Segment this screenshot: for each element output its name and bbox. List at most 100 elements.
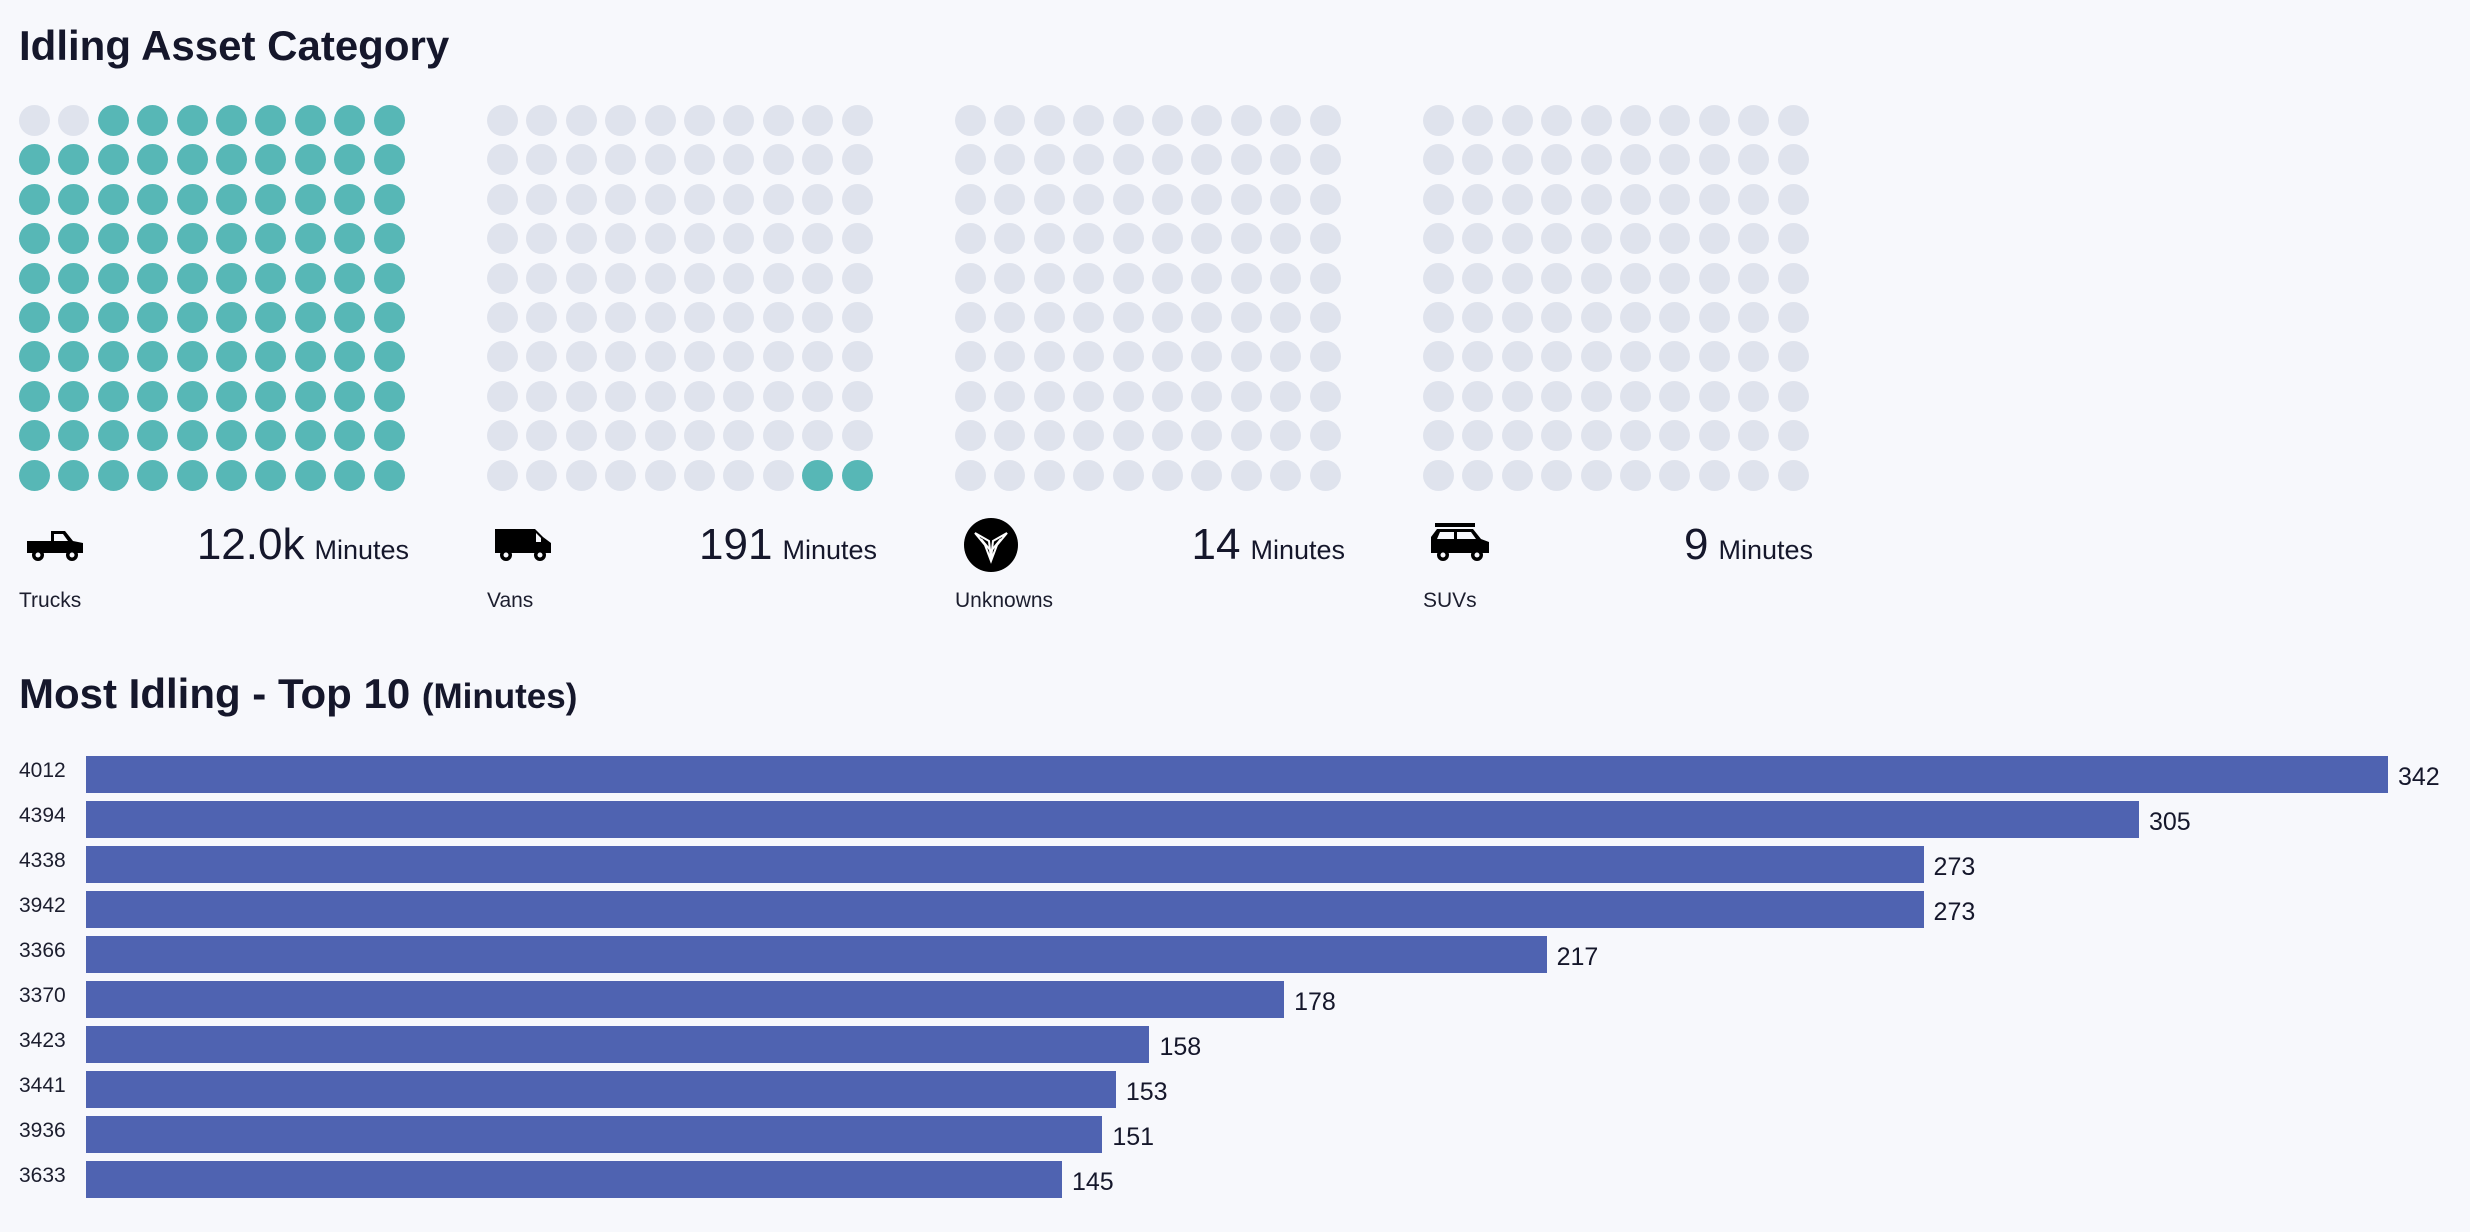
waffle-dot (1659, 262, 1691, 294)
bar-value-label: 273 (1933, 853, 1976, 881)
waffle-dot (1738, 301, 1770, 333)
waffle-dot (1659, 223, 1691, 255)
bar[interactable] (86, 1116, 1103, 1153)
waffle-dot (215, 459, 247, 491)
waffle-dot (994, 183, 1026, 215)
waffle-dot (373, 341, 405, 373)
waffle-dot (1659, 341, 1691, 373)
waffle-dot (1033, 459, 1065, 491)
waffle-dot (334, 420, 366, 452)
waffle-dot (1698, 420, 1730, 452)
waffle-dot (1191, 105, 1223, 136)
waffle-dot (1580, 183, 1612, 215)
waffle-dot (487, 144, 518, 176)
waffle-dot (565, 301, 597, 333)
waffle-dot (841, 380, 873, 412)
bar-category-label: 4338 (19, 849, 66, 872)
bar[interactable] (86, 756, 2388, 793)
bar-row: 3366 217 (0, 932, 2470, 977)
waffle-dot (1501, 459, 1533, 491)
bar[interactable] (86, 936, 1547, 973)
bar[interactable] (86, 1071, 1116, 1108)
waffle-dot (994, 144, 1026, 176)
waffle-dot (294, 341, 326, 373)
waffle-dot (1230, 223, 1262, 255)
category-value: 12.0k (196, 520, 305, 569)
waffle-dot (97, 341, 129, 373)
bar[interactable] (86, 981, 1285, 1018)
waffle-dot (1423, 144, 1454, 176)
waffle-dot (487, 341, 518, 373)
waffle-dot (762, 301, 794, 333)
waffle-dot (683, 420, 715, 452)
waffle-chart-suvs (1423, 105, 1813, 499)
waffle-dot (644, 420, 676, 452)
van-icon (495, 529, 551, 561)
waffle-dot (97, 380, 129, 412)
waffle-dot (1112, 144, 1144, 176)
waffle-dot (762, 341, 794, 373)
waffle-dot (215, 105, 247, 136)
waffle-dot (255, 144, 287, 176)
waffle-dot (215, 420, 247, 452)
bar[interactable] (86, 801, 2139, 838)
waffle-dot (1423, 262, 1454, 294)
waffle-dot (255, 301, 287, 333)
waffle-dot (1309, 459, 1341, 491)
waffle-dot (1738, 262, 1770, 294)
waffle-dot (1541, 223, 1573, 255)
waffle-dot (334, 301, 366, 333)
waffle-dot (1151, 301, 1183, 333)
bar-row: 3423 158 (0, 1022, 2470, 1067)
waffle-dot (802, 420, 834, 452)
waffle-dot (19, 341, 50, 373)
bar[interactable] (86, 1026, 1150, 1063)
waffle-dot (1462, 144, 1494, 176)
waffle-dot (1619, 341, 1651, 373)
waffle-dot (137, 301, 169, 333)
waffle-dot (841, 144, 873, 176)
waffle-dot (1501, 301, 1533, 333)
bar[interactable] (86, 891, 1924, 928)
bar-value-label: 158 (1159, 1033, 1202, 1061)
waffle-dot (1738, 341, 1770, 373)
waffle-dot (1777, 380, 1809, 412)
waffle-dot (1073, 459, 1105, 491)
waffle-dot (1777, 262, 1809, 294)
waffle-dot (1033, 105, 1065, 136)
waffle-dot (1112, 380, 1144, 412)
waffle-dot (1580, 223, 1612, 255)
waffle-dot (526, 380, 558, 412)
waffle-dot (1309, 105, 1341, 136)
waffle-dot (841, 301, 873, 333)
waffle-dot (294, 105, 326, 136)
waffle-dot (565, 262, 597, 294)
waffle-dot (1191, 301, 1223, 333)
waffle-dot (1541, 183, 1573, 215)
waffle-dot (565, 183, 597, 215)
waffle-dot (1191, 459, 1223, 491)
bar-value-label: 273 (1933, 898, 1976, 926)
waffle-dot (802, 301, 834, 333)
waffle-dot (723, 341, 755, 373)
waffle-dot (1033, 223, 1065, 255)
waffle-dot (802, 459, 834, 491)
waffle-dot (1073, 223, 1105, 255)
bar[interactable] (86, 1161, 1062, 1198)
bar-category-label: 3423 (19, 1029, 66, 1052)
bar[interactable] (86, 846, 1924, 883)
waffle-dot (1619, 183, 1651, 215)
waffle-dot (1073, 105, 1105, 136)
waffle-dot (802, 380, 834, 412)
bar-row: 3942 273 (0, 887, 2470, 932)
waffle-dot (255, 262, 287, 294)
waffle-dot (1580, 144, 1612, 176)
waffle-dot (334, 183, 366, 215)
waffle-dot (1462, 262, 1494, 294)
waffle-dot (294, 183, 326, 215)
waffle-dot (1501, 105, 1533, 136)
waffle-dot (215, 341, 247, 373)
waffle-dot (1777, 420, 1809, 452)
waffle-dot (1309, 262, 1341, 294)
waffle-dot (1423, 459, 1454, 491)
